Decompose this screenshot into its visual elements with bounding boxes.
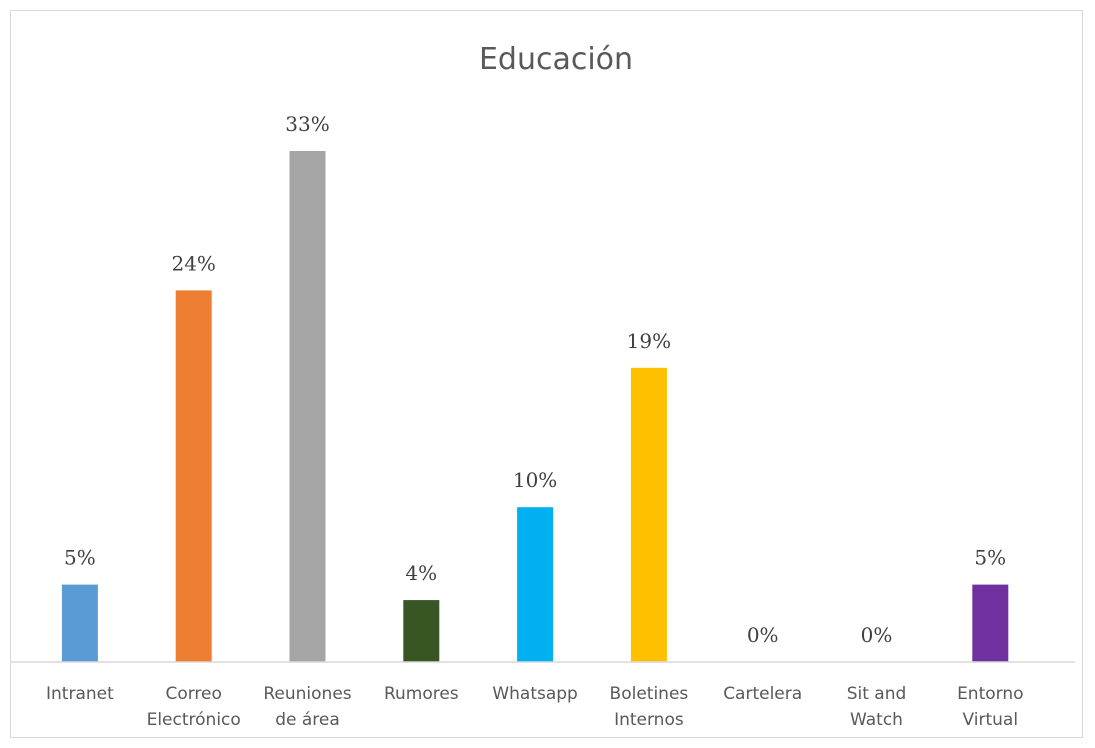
- x-tick-label-6-line-0: Cartelera: [723, 684, 802, 704]
- chart-title: Educación: [479, 42, 633, 77]
- bar-0: [61, 584, 98, 662]
- data-label-6: 0%: [747, 623, 779, 647]
- x-tick-label-3: Rumores: [384, 684, 459, 704]
- bar-5: [630, 367, 667, 662]
- bar-2: [289, 151, 326, 662]
- chart-frame: Educación 5% 24% 33% 4% 10% 19% 0% 0% 5% Intrane…: [10, 10, 1083, 738]
- x-tick-label-2-line-0: Reuniones: [263, 684, 351, 704]
- x-tick-label-1-line-0: Correo: [165, 684, 221, 704]
- data-label-3: 4%: [405, 561, 437, 585]
- x-tick-label-5-line-1: Internos: [614, 710, 684, 730]
- x-tick-label-7: Sit and Watch: [847, 684, 907, 730]
- data-label-8: 5%: [974, 546, 1006, 570]
- data-label-0: 5%: [64, 546, 96, 570]
- x-tick-label-5-line-0: Boletines: [610, 684, 689, 704]
- x-tick-label-8-line-1: Virtual: [963, 710, 1019, 730]
- bar-4: [517, 507, 554, 662]
- x-tick-label-2: Reuniones de área: [263, 684, 351, 730]
- data-label-1: 24%: [171, 251, 215, 275]
- data-labels-group: 5% 24% 33% 4% 10% 19% 0% 0% 5%: [64, 112, 1006, 647]
- x-tick-label-7-line-1: Watch: [850, 710, 903, 730]
- x-tick-labels-group: Intranet Correo Electrónico Reuniones de áre…: [46, 684, 1024, 730]
- bars-group: [61, 151, 1009, 662]
- chart-svg: Educación 5% 24% 33% 4% 10% 19% 0% 0% 5% Intrane…: [11, 42, 1075, 730]
- x-tick-label-4-line-0: Whatsapp: [492, 684, 578, 704]
- x-tick-label-2-line-1: de área: [275, 710, 340, 730]
- data-label-4: 10%: [513, 468, 557, 492]
- bar-3: [403, 600, 440, 662]
- x-tick-label-3-line-0: Rumores: [384, 684, 459, 704]
- x-tick-label-7-line-0: Sit and: [847, 684, 907, 704]
- x-tick-label-0-line-0: Intranet: [46, 684, 114, 704]
- data-label-5: 19%: [627, 329, 671, 353]
- data-label-7: 0%: [861, 623, 893, 647]
- x-tick-label-0: Intranet: [46, 684, 114, 704]
- data-label-2: 33%: [285, 112, 329, 136]
- x-tick-label-1: Correo Electrónico: [147, 684, 241, 730]
- bar-8: [972, 584, 1009, 662]
- bar-1: [175, 290, 212, 662]
- x-tick-label-8-line-0: Entorno: [957, 684, 1023, 704]
- x-tick-label-5: Boletines Internos: [610, 684, 689, 730]
- x-tick-label-6: Cartelera: [723, 684, 802, 704]
- x-tick-label-1-line-1: Electrónico: [147, 710, 241, 730]
- x-tick-label-4: Whatsapp: [492, 684, 578, 704]
- x-tick-label-8: Entorno Virtual: [957, 684, 1023, 730]
